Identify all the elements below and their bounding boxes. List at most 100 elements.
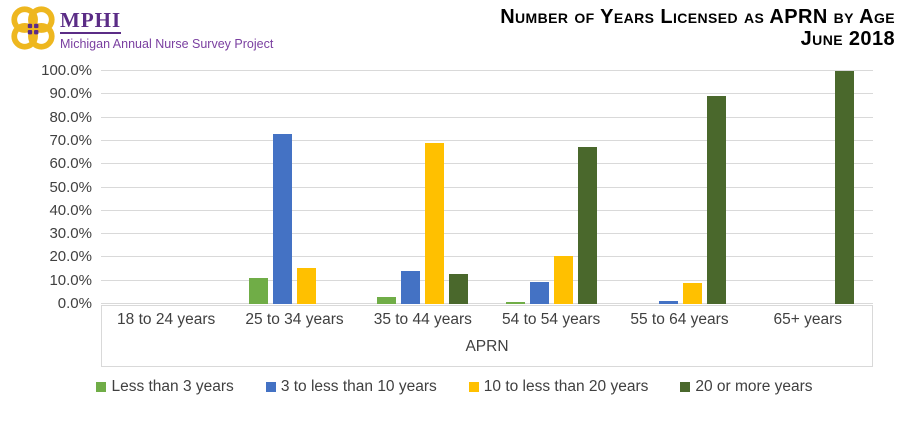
y-tick-label: 10.0% <box>49 271 92 289</box>
category-label: 55 to 64 years <box>630 311 729 328</box>
bar-group <box>101 71 230 304</box>
x-axis-line <box>101 303 873 304</box>
bar-slot <box>529 71 549 304</box>
bar <box>835 71 855 304</box>
bar-slot <box>449 71 469 304</box>
gridline <box>101 256 873 258</box>
legend-item: 3 to less than 10 years <box>265 378 437 396</box>
category-label: 54 to 54 years <box>502 311 601 328</box>
legend-swatch-icon <box>680 382 691 392</box>
bar <box>401 270 421 304</box>
bar-chart: 0.0% 10.0% 20.0% 30.0% 40.0% 50.0% 60.0% 70.0% 8… <box>0 60 909 370</box>
legend-label: 10 to less than 20 years <box>483 378 649 395</box>
chart-subtitle: June 2018 <box>800 28 895 51</box>
bar-slot <box>658 71 678 304</box>
bar <box>272 133 292 304</box>
category-label: 35 to 44 years <box>373 311 472 328</box>
legend-item: Less than 3 years <box>96 378 234 396</box>
category-axis-box: 18 to 24 years 25 to 34 years 35 to 44 yea… <box>101 305 873 367</box>
bar-slot <box>553 71 573 304</box>
category-label: 25 to 34 years <box>245 311 344 328</box>
bar <box>248 277 268 304</box>
mphi-wordmark: MPHI <box>60 8 122 34</box>
bar-slot <box>811 71 830 304</box>
bar-slot <box>682 71 702 304</box>
bar-slot <box>706 71 726 304</box>
bar-group <box>616 71 745 304</box>
bar-group <box>230 71 359 304</box>
gridline <box>101 186 873 188</box>
bar-slot <box>272 71 292 304</box>
category-label: 18 to 24 years <box>117 311 216 328</box>
bar-slot <box>377 71 397 304</box>
bar-slot <box>120 71 139 304</box>
bar-slot <box>192 71 211 304</box>
y-tick-label: 50.0% <box>49 178 92 196</box>
legend-item: 20 or more years <box>680 378 813 396</box>
bar <box>296 267 316 304</box>
chart-title-block: Number of Years Licensed as APRN by Age … <box>500 6 895 51</box>
gridline <box>101 163 873 165</box>
bar-slot <box>835 71 855 304</box>
bar-slot <box>144 71 163 304</box>
bar <box>553 256 573 304</box>
bar <box>577 146 597 304</box>
y-tick-label: 70.0% <box>49 131 92 149</box>
gridline <box>101 70 873 71</box>
y-tick-label: 90.0% <box>49 85 92 103</box>
x-axis-title: APRN <box>465 338 509 355</box>
y-tick-label: 60.0% <box>49 155 92 173</box>
bar <box>377 297 397 304</box>
legend-swatch-icon <box>265 382 276 392</box>
gridline <box>101 279 873 281</box>
bar <box>658 300 678 304</box>
bar-group <box>744 71 873 304</box>
bar-group <box>487 71 616 304</box>
legend-swatch-icon <box>96 382 107 392</box>
gridline <box>101 139 873 141</box>
y-tick-label: 100.0% <box>41 62 92 79</box>
bar-slot <box>168 71 187 304</box>
legend-label: 3 to less than 10 years <box>280 378 437 395</box>
bar <box>682 283 702 304</box>
gridline <box>101 233 873 235</box>
legend-item: 10 to less than 20 years <box>468 378 649 396</box>
bar <box>449 273 469 304</box>
bar-slot <box>296 71 316 304</box>
logo-text: MPHI Michigan Annual Nurse Survey Projec… <box>60 10 273 51</box>
y-tick-label: 80.0% <box>49 108 92 126</box>
bar-groups <box>101 71 873 304</box>
header: MPHI Michigan Annual Nurse Survey Projec… <box>0 0 909 60</box>
y-tick-label: 40.0% <box>49 201 92 219</box>
gridline <box>101 116 873 118</box>
bar-slot <box>635 71 654 304</box>
legend-swatch-icon <box>468 382 479 392</box>
bar-slot <box>425 71 445 304</box>
bar-slot <box>577 71 597 304</box>
mphi-knot-icon <box>11 6 55 50</box>
legend-label: 20 or more years <box>695 378 813 395</box>
y-tick-label: 0.0% <box>57 295 92 312</box>
legend-label: Less than 3 years <box>111 378 234 395</box>
bar-slot <box>505 71 525 304</box>
category-label: 65+ years <box>773 311 843 328</box>
mphi-logo: MPHI Michigan Annual Nurse Survey Projec… <box>8 4 273 54</box>
plot-area <box>101 70 873 304</box>
bar-slot <box>321 71 340 304</box>
bar-group <box>358 71 487 304</box>
chart-title: Number of Years Licensed as APRN by Age <box>500 6 895 28</box>
category-label-row: 18 to 24 years 25 to 34 years 35 to 44 yea… <box>102 311 872 329</box>
bar-slot <box>248 71 268 304</box>
mphi-tagline: Michigan Annual Nurse Survey Project <box>60 37 274 51</box>
bar-slot <box>401 71 421 304</box>
bar <box>706 95 726 304</box>
bar-slot <box>763 71 782 304</box>
bar <box>529 282 549 304</box>
gridline <box>101 93 873 95</box>
bar-slot <box>787 71 806 304</box>
legend: Less than 3 years 3 to less than 10 years… <box>0 378 909 396</box>
bar <box>505 301 525 304</box>
gridline <box>101 209 873 211</box>
bar <box>425 143 445 304</box>
